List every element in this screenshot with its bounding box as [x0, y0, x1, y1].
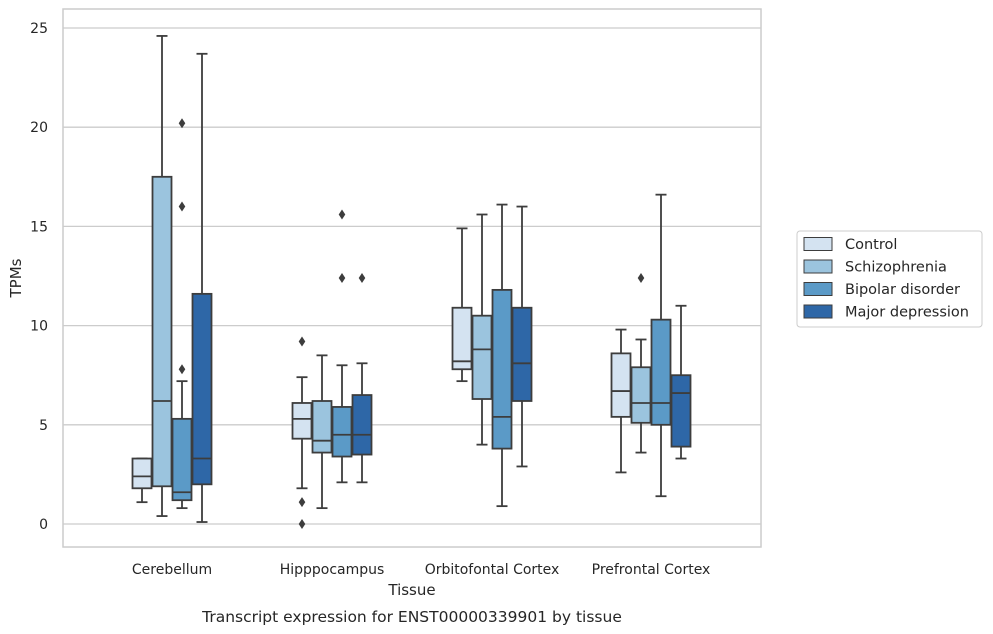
- outlier-point: [298, 336, 306, 347]
- legend-label: Control: [845, 237, 897, 253]
- box-hipppocampus: [351, 272, 373, 484]
- y-axis-ticks: 0 5 10 15 20 25: [30, 21, 48, 533]
- box-iqr: [351, 394, 373, 456]
- legend: Control Schizophrenia Bipolar disorder Majo…: [796, 230, 983, 328]
- box-iqr: [491, 288, 513, 450]
- box-iqr: [131, 457, 153, 490]
- box-iqr: [610, 352, 632, 418]
- box-iqr: [630, 366, 652, 424]
- box-iqr: [151, 175, 173, 488]
- outlier-point: [298, 519, 306, 529]
- x-tick-label: Prefrontal Cortex: [592, 562, 711, 578]
- series-control: [131, 227, 632, 529]
- y-tick-label: 20: [30, 120, 48, 136]
- legend-item-schizophrenia: Schizophrenia: [803, 259, 947, 276]
- box-iqr: [670, 374, 692, 448]
- box-orbitofontal-cortex: [451, 227, 473, 383]
- x-tick-label: Orbitofontal Cortex: [425, 562, 560, 578]
- outlier-point: [637, 272, 645, 283]
- legend-label: Schizophrenia: [845, 260, 947, 276]
- box-prefrontal-cortex: [670, 304, 692, 460]
- box-prefrontal-cortex: [630, 272, 652, 454]
- legend-swatch: [803, 304, 833, 319]
- outlier-point: [178, 364, 186, 375]
- legend-label: Bipolar disorder: [845, 282, 960, 298]
- box-iqr: [471, 314, 493, 400]
- y-tick-label: 0: [39, 517, 48, 533]
- x-axis-label: Tissue: [387, 581, 435, 599]
- box-iqr: [311, 400, 333, 454]
- series-bipolar-disorder: [171, 118, 672, 510]
- box-prefrontal-cortex: [650, 193, 672, 498]
- box-iqr: [650, 318, 672, 426]
- box-series: [131, 35, 692, 529]
- legend-swatch: [803, 237, 833, 251]
- box-orbitofontal-cortex: [471, 213, 493, 446]
- box-cerebellum: [131, 457, 153, 504]
- box-cerebellum: [191, 52, 213, 523]
- box-iqr: [331, 406, 353, 458]
- legend-label: Major depression: [845, 305, 969, 321]
- chart-caption: Transcript expression for ENST0000033990…: [201, 608, 622, 626]
- y-tick-label: 5: [39, 418, 48, 434]
- box-iqr: [171, 417, 193, 502]
- box-iqr: [451, 306, 473, 371]
- outlier-point: [178, 118, 186, 129]
- y-tick-label: 10: [30, 319, 48, 335]
- box-cerebellum: [171, 118, 193, 510]
- outlier-point: [338, 209, 346, 220]
- y-axis-label: TPMs: [7, 258, 25, 298]
- legend-item-bipolar-disorder: Bipolar disorder: [803, 282, 960, 298]
- y-tick-label: 15: [30, 219, 48, 235]
- series-major-depression: [191, 52, 692, 523]
- box-hipppocampus: [311, 354, 333, 510]
- box-iqr: [191, 292, 213, 486]
- box-iqr: [291, 402, 313, 440]
- outlier-point: [358, 272, 366, 283]
- legend-frame: [796, 230, 983, 328]
- box-orbitofontal-cortex: [491, 203, 513, 508]
- x-tick-label: Cerebellum: [132, 562, 212, 578]
- outlier-point: [338, 272, 346, 283]
- legend-item-control: Control: [803, 237, 897, 253]
- series-schizophrenia: [151, 35, 652, 517]
- box-cerebellum: [151, 35, 173, 517]
- box-hipppocampus: [331, 209, 353, 484]
- box-iqr: [511, 306, 533, 402]
- legend-item-major-depression: Major depression: [803, 304, 969, 321]
- x-tick-label: Hipppocampus: [280, 562, 385, 578]
- x-axis-ticks: Cerebellum Hipppocampus Orbitofontal Corte…: [132, 562, 710, 578]
- box-orbitofontal-cortex: [511, 205, 533, 468]
- legend-swatch: [803, 282, 833, 296]
- legend-swatch: [803, 259, 833, 274]
- outlier-point: [178, 201, 186, 212]
- y-tick-label: 25: [30, 21, 48, 37]
- outlier-point: [298, 497, 306, 508]
- box-hipppocampus: [291, 336, 313, 529]
- box-prefrontal-cortex: [610, 328, 632, 474]
